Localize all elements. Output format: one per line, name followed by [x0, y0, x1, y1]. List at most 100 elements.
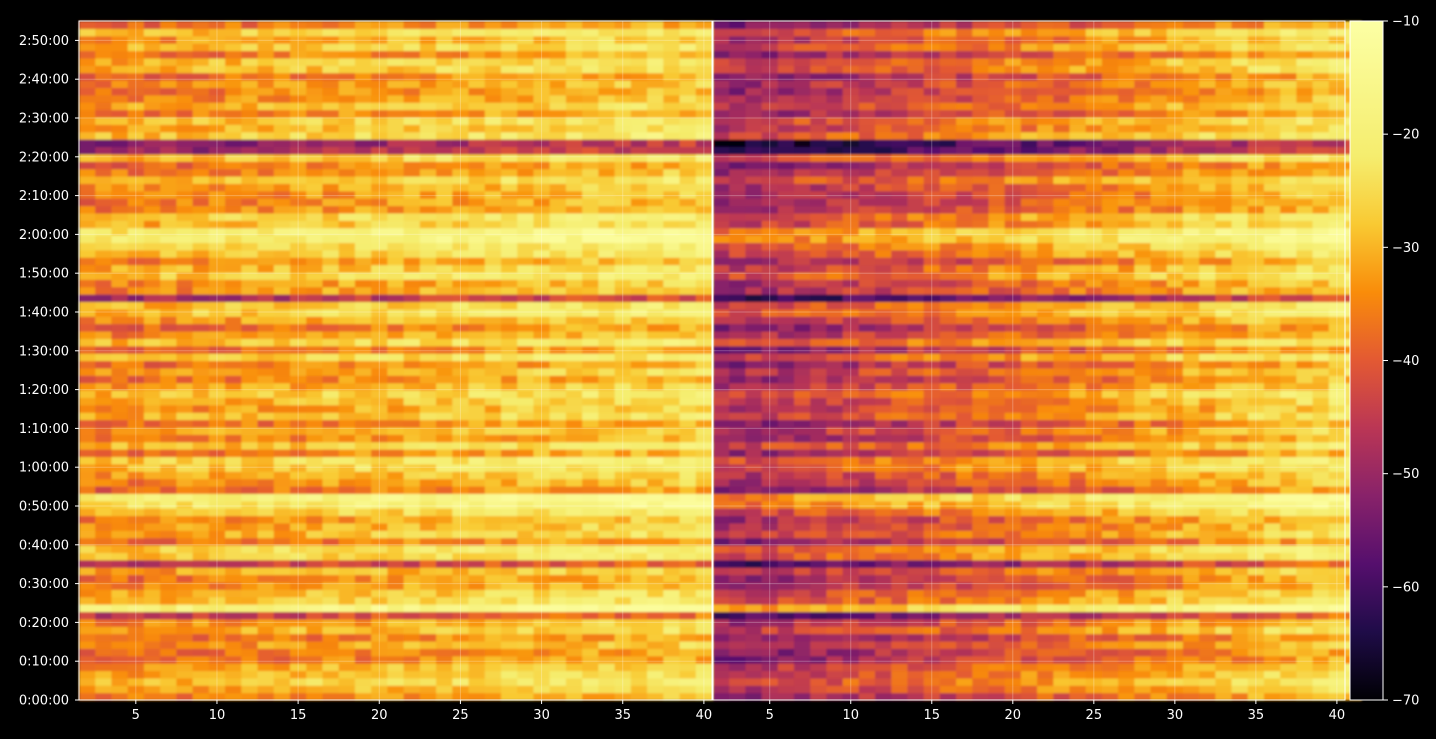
heatmap-cell — [647, 323, 664, 332]
heatmap-cell — [549, 168, 567, 177]
heatmap-cell — [468, 692, 486, 701]
heatmap-cell — [273, 271, 291, 280]
heatmap-cell — [679, 109, 697, 118]
heatmap-cell — [468, 308, 486, 317]
heatmap-cell — [371, 567, 388, 576]
heatmap-cell — [1296, 633, 1314, 642]
heatmap-cell — [565, 670, 583, 679]
heatmap-cell — [1312, 552, 1330, 561]
heatmap-cell — [143, 198, 161, 207]
heatmap-cell — [1020, 633, 1038, 642]
heatmap-cell — [1166, 626, 1184, 635]
heatmap-cell — [176, 80, 194, 89]
heatmap-cell — [1182, 633, 1200, 642]
heatmap-cell — [371, 316, 388, 325]
heatmap-cell — [729, 471, 747, 480]
heatmap-cell — [338, 515, 356, 524]
heatmap-cell — [143, 242, 161, 251]
heatmap-cell — [143, 28, 161, 37]
heatmap-cell — [436, 131, 453, 140]
heatmap-cell — [582, 685, 599, 694]
heatmap-cell — [533, 116, 551, 125]
heatmap-cell — [565, 43, 583, 52]
heatmap-cell — [582, 390, 599, 398]
heatmap-cell — [858, 522, 876, 531]
heatmap-cell — [127, 412, 145, 421]
heatmap-cell — [306, 552, 324, 561]
heatmap-cell — [1280, 471, 1297, 480]
heatmap-cell — [745, 530, 763, 539]
heatmap-cell — [598, 116, 616, 125]
heatmap-cell — [842, 471, 860, 480]
heatmap-cell — [290, 500, 307, 509]
heatmap-cell — [713, 515, 730, 524]
heatmap-cell — [403, 604, 421, 613]
heatmap-cell — [127, 242, 145, 251]
heatmap-cell — [208, 530, 226, 539]
heatmap-cell — [290, 581, 307, 590]
heatmap-cell — [208, 522, 226, 531]
heatmap-cell — [988, 604, 1006, 613]
heatmap-cell — [794, 552, 811, 561]
heatmap-cell — [208, 604, 226, 613]
heatmap-cell — [501, 175, 518, 184]
heatmap-cell — [127, 382, 145, 391]
heatmap-cell — [565, 35, 583, 44]
heatmap-cell — [354, 190, 372, 199]
heatmap-cell — [533, 264, 551, 273]
heatmap-cell — [192, 50, 210, 59]
heatmap-cell — [257, 190, 275, 199]
heatmap-cell — [1263, 670, 1281, 679]
heatmap-cell — [241, 677, 259, 686]
heatmap-cell — [647, 375, 664, 384]
heatmap-cell — [1020, 485, 1038, 494]
heatmap-cell — [208, 249, 226, 258]
heatmap-cell — [842, 581, 860, 590]
heatmap-cell — [225, 508, 242, 517]
heatmap-cell — [875, 552, 892, 561]
heatmap-cell — [647, 220, 664, 229]
heatmap-cell — [972, 485, 990, 494]
heatmap-cell — [208, 581, 226, 590]
heatmap-cell — [354, 205, 372, 214]
heatmap-cell — [1150, 545, 1168, 553]
heatmap-cell — [1199, 596, 1216, 605]
heatmap-cell — [794, 581, 811, 590]
heatmap-cell — [939, 508, 957, 517]
heatmap-cell — [484, 235, 502, 244]
heatmap-cell — [468, 574, 486, 583]
heatmap-cell — [663, 168, 681, 177]
heatmap-cell — [1182, 663, 1200, 672]
heatmap-cell — [322, 677, 340, 686]
heatmap-cell — [988, 618, 1006, 627]
heatmap-cell — [956, 537, 973, 546]
heatmap-cell — [988, 581, 1006, 590]
heatmap-cell — [95, 463, 113, 472]
heatmap-cell — [160, 404, 177, 413]
heatmap-cell — [452, 434, 470, 443]
heatmap-cell — [875, 478, 892, 487]
heatmap-cell — [1150, 567, 1168, 576]
heatmap-cell — [1199, 478, 1216, 487]
heatmap-cell — [729, 685, 747, 694]
heatmap-cell — [614, 153, 632, 162]
heatmap-cell — [111, 227, 129, 236]
heatmap-cell — [436, 198, 453, 207]
heatmap-cell — [306, 648, 324, 657]
heatmap-cell — [923, 589, 941, 598]
heatmap-cell — [1182, 567, 1200, 576]
heatmap-cell — [1215, 633, 1233, 642]
heatmap-cell — [338, 434, 356, 443]
heatmap-cell — [1231, 545, 1249, 553]
heatmap-cell — [160, 308, 177, 317]
heatmap-cell — [695, 522, 713, 531]
heatmap-cell — [582, 28, 599, 37]
heatmap-cell — [111, 692, 129, 701]
heatmap-cell — [1037, 478, 1054, 487]
heatmap-cell — [290, 522, 307, 531]
heatmap-cell — [306, 279, 324, 288]
heatmap-cell — [1263, 515, 1281, 524]
heatmap-cell — [192, 353, 210, 362]
heatmap-cell — [468, 626, 486, 635]
heatmap-cell — [387, 308, 405, 317]
